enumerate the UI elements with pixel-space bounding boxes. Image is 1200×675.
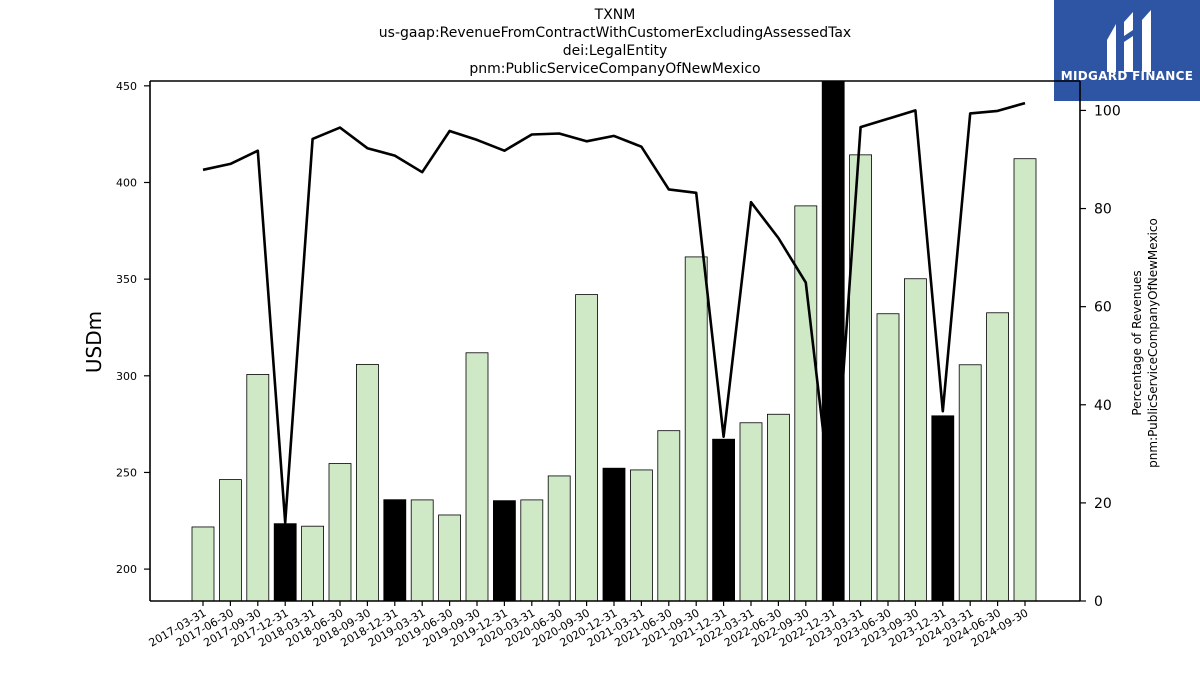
bar-2018-03-31 (301, 525, 325, 601)
y-tick-label-400: 400 (116, 176, 137, 189)
bar-2020-09-30 (575, 294, 598, 601)
logo-mark-icon (1107, 10, 1151, 72)
bar-2019-03-31 (410, 499, 434, 601)
y-tick-label-350: 350 (116, 273, 137, 286)
y2-tick-label-60: 60 (1094, 300, 1112, 316)
bar-2017-12-31 (273, 523, 297, 601)
bar-2019-09-30 (465, 352, 489, 601)
chart-title: TXNM us-gaap:RevenueFromContractWithCust… (150, 6, 1080, 78)
y2-tick-label-20: 20 (1094, 496, 1112, 512)
bar-2021-06-30 (657, 430, 681, 601)
bar-2023-06-30 (876, 313, 900, 601)
title-metric: us-gaap:RevenueFromContractWithCustomerE… (378, 25, 852, 41)
y2-tick-label-0: 0 (1094, 594, 1103, 610)
y-tick-label-250: 250 (116, 466, 137, 479)
y-tick-label-450: 450 (116, 80, 137, 93)
bar-2020-03-31 (520, 499, 544, 601)
bar-2019-06-30 (438, 514, 462, 601)
bar-2018-06-30 (328, 463, 352, 601)
bar-2020-12-31 (602, 467, 626, 601)
y2-tick-label-100: 100 (1094, 103, 1121, 119)
y2-axis-label-line1: Percentage of Revenues (1130, 270, 1144, 416)
bar-2021-03-31 (630, 469, 653, 601)
y-tick-label-200: 200 (116, 563, 137, 576)
title-ticker: TXNM (594, 7, 636, 23)
bar-2017-03-31 (191, 526, 215, 601)
bar-2024-09-30 (1013, 158, 1037, 601)
bar-2021-09-30 (684, 256, 708, 601)
bar-2017-09-30 (246, 374, 270, 601)
y2-tick-label-40: 40 (1094, 398, 1112, 414)
bar-2024-06-30 (986, 312, 1009, 601)
bar-2024-03-31 (958, 364, 982, 601)
bar-2021-12-31 (712, 438, 735, 601)
y-axis-label: USDm (82, 310, 106, 374)
bar-2018-12-31 (383, 499, 407, 601)
bar-2023-09-30 (904, 278, 927, 601)
bar-2017-06-30 (218, 479, 242, 601)
bar-2019-12-31 (492, 500, 516, 601)
y2-axis-label: Percentage of Revenues pnm:PublicService… (1129, 218, 1161, 468)
bar-2023-03-31 (849, 154, 872, 601)
y2-tick-label-80: 80 (1094, 202, 1112, 218)
title-dimension: dei:LegalEntity (562, 43, 668, 59)
bar-2018-09-30 (355, 363, 379, 601)
bar-2022-03-31 (739, 422, 763, 601)
bar-2020-06-30 (547, 475, 571, 601)
bar-2023-12-31 (931, 415, 955, 601)
y2-axis-label-line2: pnm:PublicServiceCompanyOfNewMexico (1146, 218, 1160, 468)
bar-2022-06-30 (767, 413, 790, 601)
midgard-finance-logo: MIDGARD FINANCE (1054, 0, 1200, 101)
logo-text: MIDGARD FINANCE (1060, 69, 1194, 83)
y-tick-label-300: 300 (116, 370, 137, 383)
percentage-series-line (202, 101, 1026, 524)
bar-2022-09-30 (794, 205, 818, 601)
title-member: pnm:PublicServiceCompanyOfNewMexico (469, 61, 761, 77)
bar-2022-12-31 (821, 81, 845, 601)
